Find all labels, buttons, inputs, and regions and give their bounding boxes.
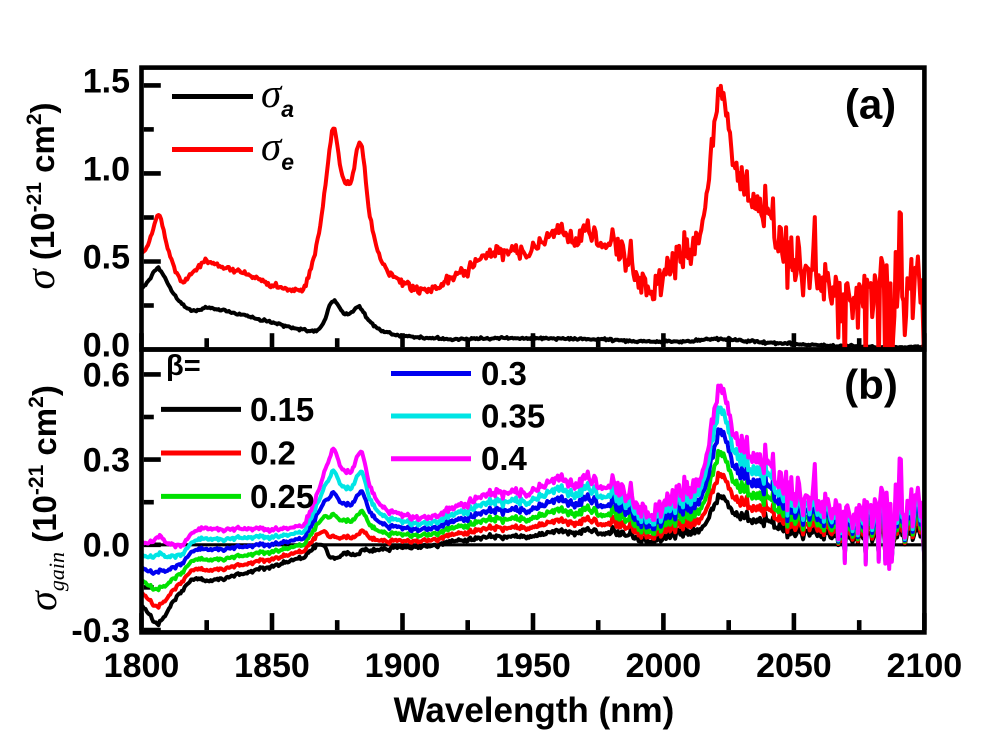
- svg-text:2100: 2100: [887, 647, 963, 685]
- svg-text:0.0: 0.0: [83, 527, 130, 565]
- svg-text:-0.3: -0.3: [71, 612, 130, 650]
- svg-text:β=: β=: [166, 350, 201, 382]
- svg-text:(b): (b): [844, 361, 898, 408]
- svg-text:0.3: 0.3: [481, 355, 527, 392]
- svg-text:1850: 1850: [234, 647, 310, 685]
- svg-text:1.5: 1.5: [83, 62, 130, 100]
- svg-text:0.25: 0.25: [250, 478, 314, 515]
- svg-text:0.35: 0.35: [481, 398, 545, 435]
- svg-text:σgain (10-21 cm2): σgain (10-21 cm2): [20, 385, 69, 611]
- svg-text:1.0: 1.0: [83, 150, 130, 188]
- svg-text:0.5: 0.5: [83, 238, 130, 276]
- svg-text:0.2: 0.2: [250, 435, 296, 472]
- svg-text:2000: 2000: [626, 647, 702, 685]
- svg-text:σ (10-21 cm2): σ (10-21 cm2): [17, 102, 63, 289]
- svg-text:σa: σa: [261, 70, 294, 122]
- svg-text:0.0: 0.0: [83, 326, 130, 364]
- svg-text:(a): (a): [845, 81, 896, 128]
- svg-text:0.15: 0.15: [250, 391, 314, 428]
- svg-text:2050: 2050: [756, 647, 832, 685]
- svg-text:Wavelength (nm): Wavelength (nm): [394, 691, 675, 730]
- svg-text:0.3: 0.3: [83, 442, 130, 480]
- svg-text:0.4: 0.4: [481, 440, 528, 477]
- svg-text:1900: 1900: [365, 647, 441, 685]
- svg-text:1800: 1800: [104, 647, 180, 685]
- svg-text:0.6: 0.6: [83, 356, 130, 394]
- svg-text:1950: 1950: [495, 647, 571, 685]
